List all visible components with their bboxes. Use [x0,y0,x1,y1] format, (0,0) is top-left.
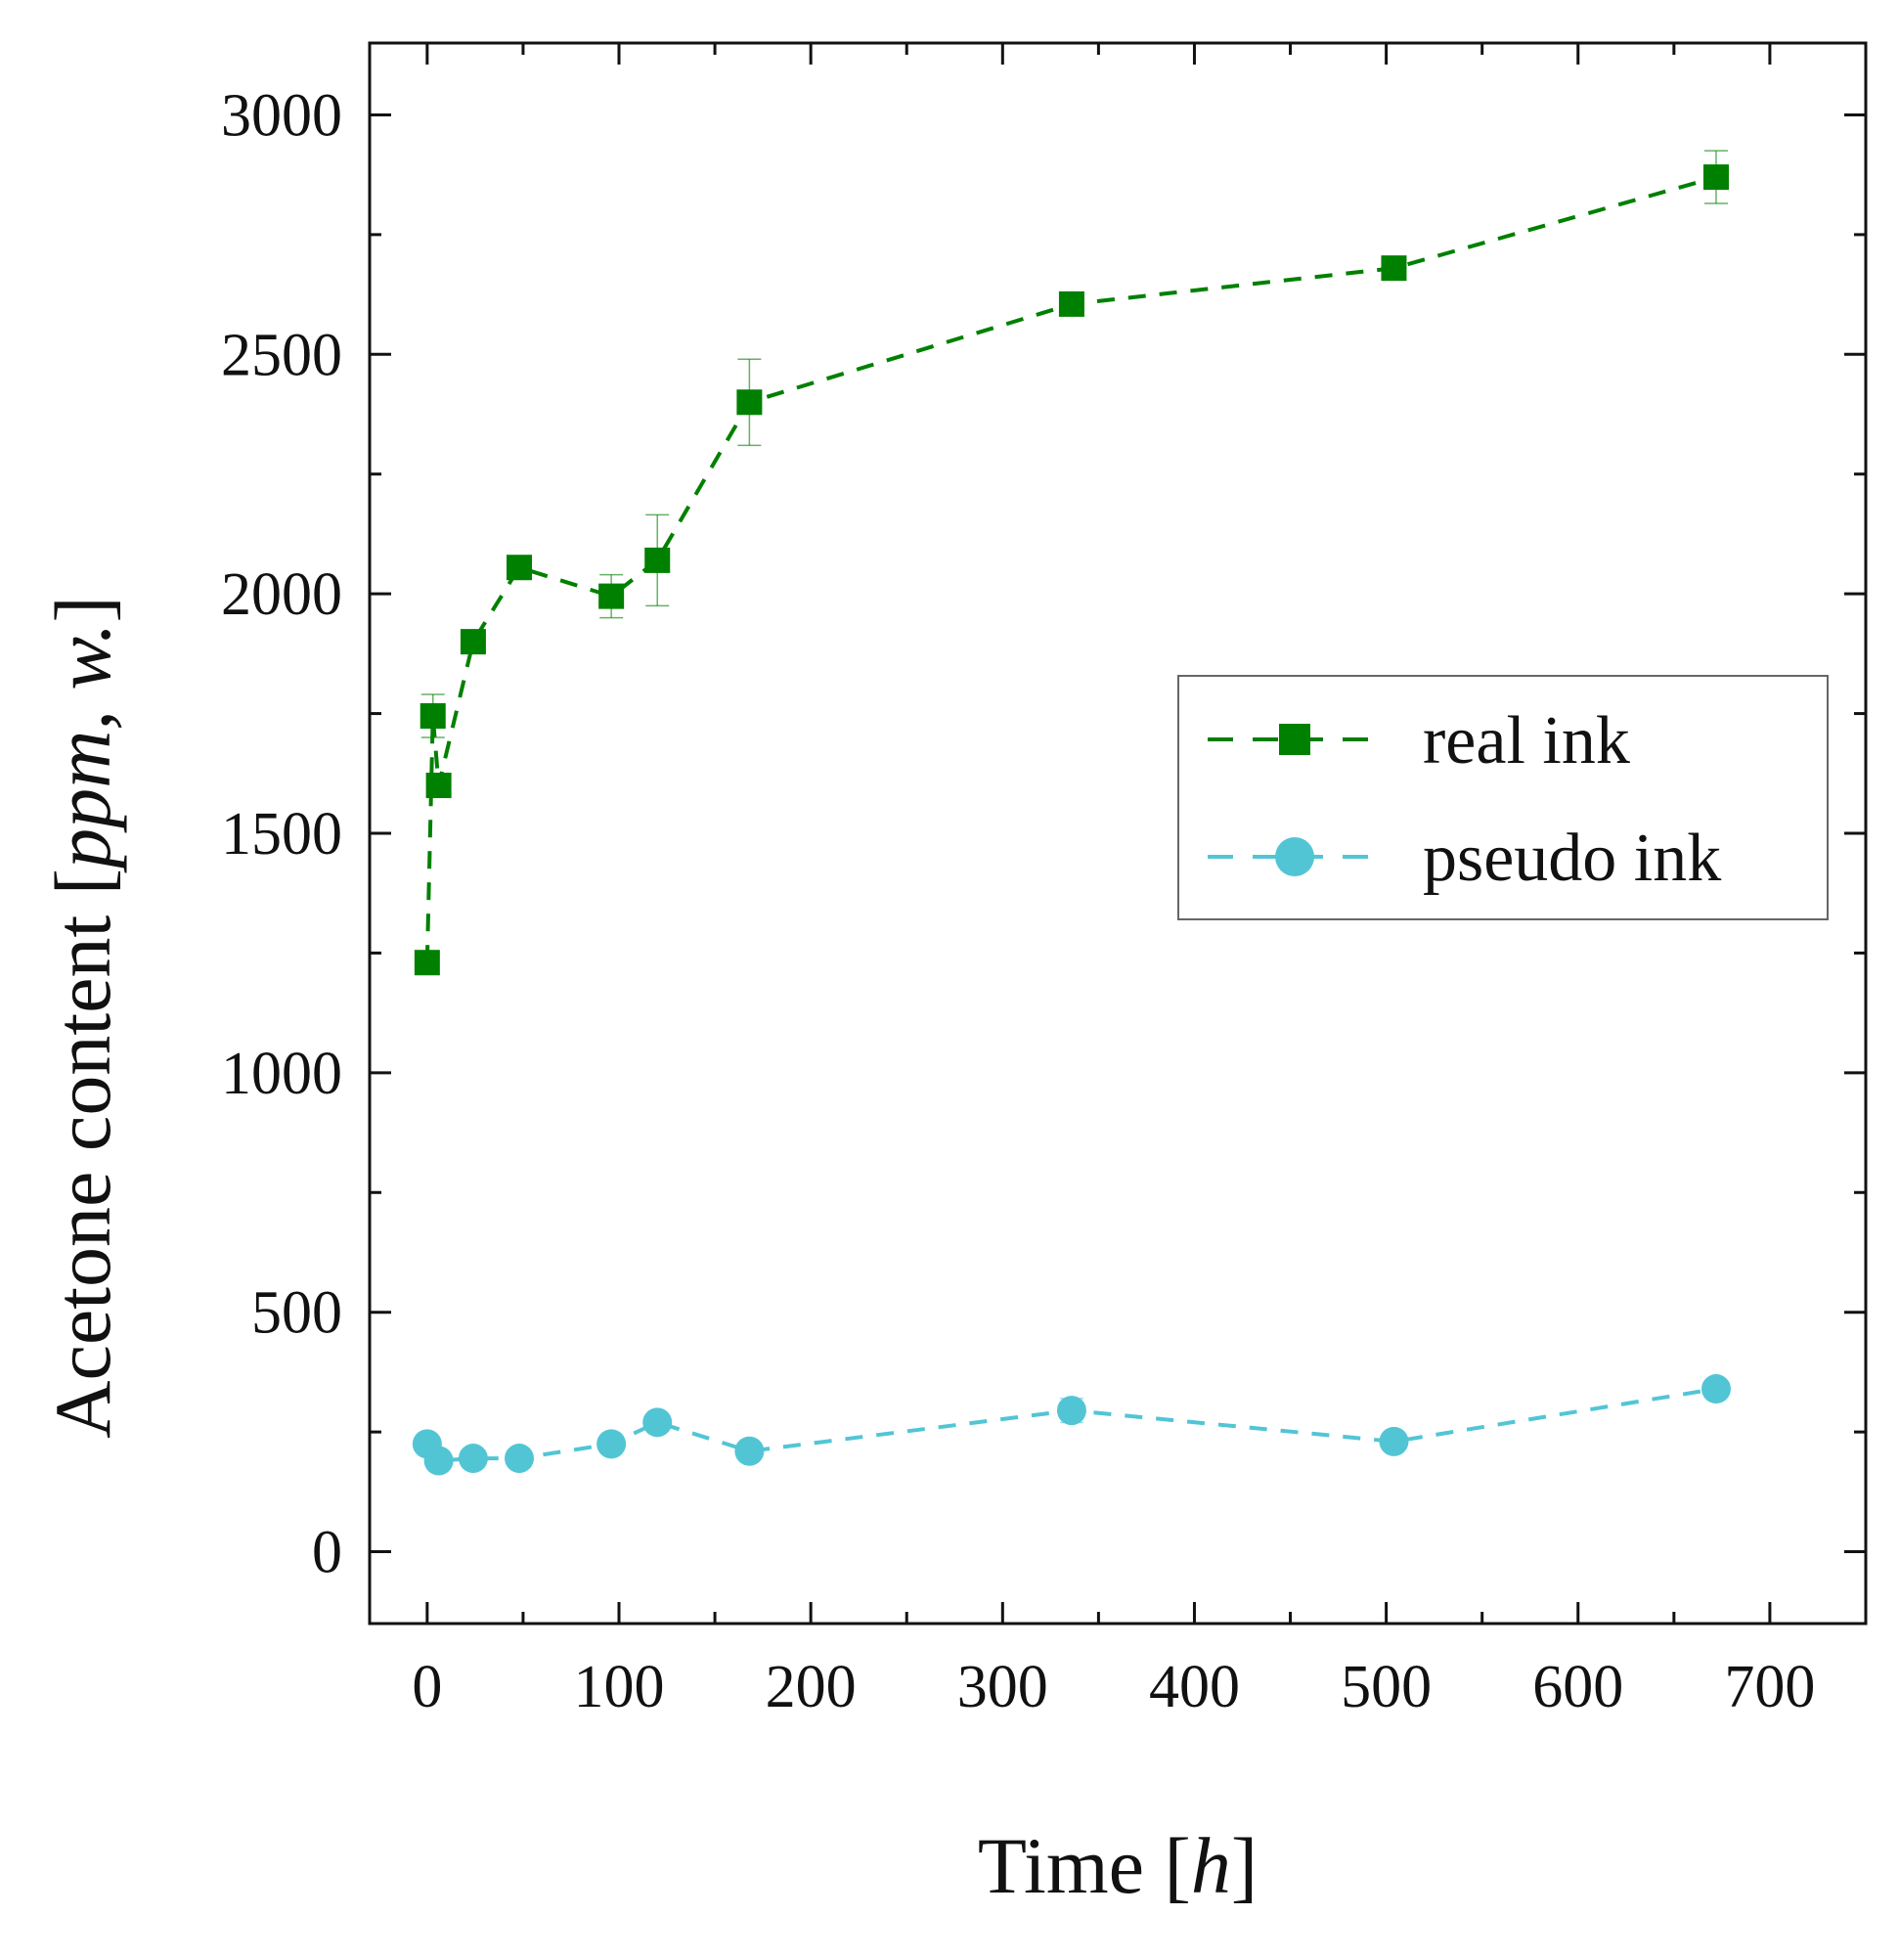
x-axis-title-close: ] [1231,1821,1258,1910]
legend-box [1177,675,1829,920]
x-axis-ticks: 0 100 200 300 400 500 600 700 [412,43,1815,1720]
data-point-pseudo-ink [1379,1426,1409,1456]
data-point-real-ink [1703,164,1729,191]
x-axis-title-open: [ [1165,1821,1191,1910]
x-tick-label: 500 [1341,1654,1432,1720]
y-tick-label: 500 [251,1280,342,1347]
legend: real ink pseudo ink [1177,675,1829,920]
series-line-pseudo-ink [425,1387,1717,1463]
data-point-pseudo-ink [505,1444,534,1474]
data-point-real-ink [1058,290,1084,317]
y-tick-label: 3000 [221,82,342,149]
data-point-real-ink [1381,255,1407,282]
x-tick-label: 700 [1724,1654,1815,1720]
legend-label-real-ink: real ink [1423,703,1630,779]
x-tick-label: 300 [957,1654,1048,1720]
y-axis-title-unit: ppm, w. [38,623,127,873]
data-point-pseudo-ink [1701,1374,1731,1404]
data-point-pseudo-ink [734,1436,765,1466]
x-axis-title: Time [h] [978,1821,1258,1910]
y-axis-title-main: Acetone content [38,895,127,1439]
data-point-real-ink [414,950,440,976]
legend-marker-real-ink [1279,724,1310,755]
y-tick-label: 1500 [221,801,342,868]
x-axis-title-main: Time [978,1821,1165,1910]
y-axis-title: Acetone content [ppm, w.] [38,596,127,1439]
data-point-real-ink [460,629,486,655]
data-point-pseudo-ink [458,1444,488,1474]
data-point-real-ink [420,703,446,730]
data-point-real-ink [736,389,763,416]
data-point-pseudo-ink [596,1429,627,1459]
y-tick-label: 2500 [221,322,342,388]
y-axis-title-open: [ [38,869,127,895]
x-tick-label: 100 [574,1654,665,1720]
data-point-real-ink [598,583,625,609]
data-point-pseudo-ink [423,1446,454,1476]
x-tick-label: 200 [766,1654,857,1720]
legend-marker-pseudo-ink [1275,837,1314,876]
x-tick-label: 400 [1149,1654,1240,1720]
x-tick-label: 0 [412,1654,442,1720]
data-point-real-ink [507,555,532,581]
y-axis-ticks: 0 500 1000 1500 2000 2500 3000 [221,82,1866,1586]
data-point-pseudo-ink [1056,1396,1086,1426]
series-line-real-ink [424,175,1717,963]
series-layer [412,150,1731,1476]
y-tick-label: 0 [312,1520,342,1586]
legend-label-pseudo-ink: pseudo ink [1423,821,1721,896]
data-point-real-ink [644,547,671,573]
data-point-real-ink [425,773,452,799]
y-tick-label: 2000 [221,561,342,628]
y-axis-title-close: ] [38,596,127,622]
y-tick-label: 1000 [221,1041,342,1107]
data-point-pseudo-ink [642,1407,673,1438]
x-tick-label: 600 [1532,1654,1623,1720]
x-axis-title-unit: h [1191,1821,1231,1910]
